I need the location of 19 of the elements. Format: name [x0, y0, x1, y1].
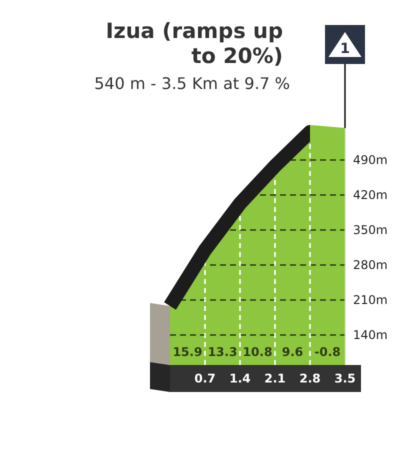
y-tick-label: 350m — [353, 223, 388, 237]
annotation: 13.3 — [208, 345, 238, 359]
y-tick-label: 420m — [353, 188, 388, 202]
x-tick-label: 3.5 — [334, 372, 356, 386]
chart-subtitle: 540 m - 3.5 Km at 9.7 % — [94, 74, 290, 93]
x-tick-label: 1.4 — [229, 372, 251, 386]
annotation: 10.8 — [242, 345, 272, 359]
chart-title: Izua (ramps up to 20%) — [106, 19, 283, 68]
y-tick-label: 490m — [353, 153, 388, 167]
y-tick-label: 140m — [353, 328, 388, 342]
annotation: -0.8 — [314, 345, 341, 359]
annotation: 9.6 — [282, 345, 304, 359]
y-tick-label: 210m — [353, 293, 388, 307]
x-tick-label: 2.1 — [264, 372, 286, 386]
annotation: 15.9 — [172, 345, 202, 359]
x-tick-label: 2.8 — [299, 372, 321, 386]
y-tick-label: 280m — [353, 258, 388, 272]
annotation: 1 — [340, 41, 350, 57]
x-tick-label: 0.7 — [194, 372, 216, 386]
